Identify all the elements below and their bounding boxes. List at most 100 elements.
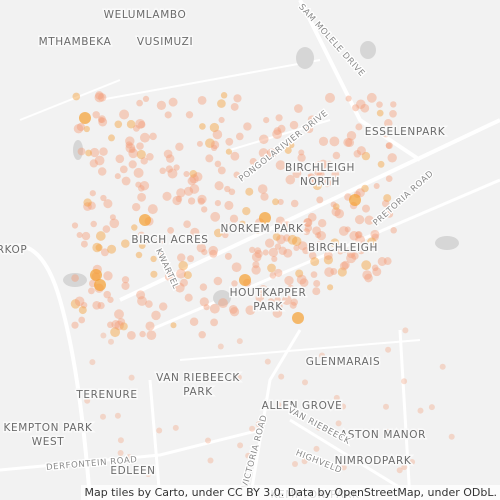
- place-label: NORKEM PARK: [221, 223, 304, 235]
- heat-point: [396, 467, 403, 474]
- heat-point: [143, 236, 151, 244]
- heat-point: [174, 282, 185, 293]
- heat-point: [140, 157, 148, 165]
- heat-point: [97, 93, 107, 102]
- heat-point: [92, 242, 102, 253]
- heat-point: [131, 224, 138, 231]
- heat-point: [210, 318, 219, 327]
- heat-point: [360, 103, 370, 113]
- heat-point: [245, 305, 256, 316]
- heat-point: [253, 225, 263, 234]
- heat-point: [301, 458, 308, 465]
- heat-point: [415, 429, 422, 436]
- heat-point: [121, 281, 130, 290]
- heat-point: [265, 238, 275, 248]
- heat-point: [339, 261, 349, 271]
- heat-point: [184, 293, 193, 302]
- heat-point: [180, 278, 188, 287]
- heat-point: [135, 118, 146, 129]
- heat-point: [291, 236, 302, 247]
- heat-points: [70, 91, 455, 477]
- heat-point: [77, 147, 86, 156]
- heat-point: [150, 270, 158, 278]
- heat-point: [385, 142, 392, 149]
- heat-point: [235, 132, 244, 141]
- heat-point: [231, 262, 242, 273]
- heat-point: [303, 218, 313, 228]
- heat-point: [361, 184, 369, 193]
- heat-point: [251, 265, 261, 275]
- heat-point: [205, 154, 214, 163]
- heat-point: [254, 249, 263, 259]
- place-label: HOUTKAPPER: [230, 287, 307, 299]
- heat-point: [128, 160, 137, 169]
- heat-point: [319, 352, 325, 359]
- heat-point: [145, 321, 155, 331]
- heat-point: [316, 230, 327, 241]
- heat-point: [366, 92, 377, 103]
- heat-point: [370, 229, 380, 239]
- heat-point: [341, 246, 348, 254]
- heat-point: [210, 144, 218, 152]
- heat-point: [384, 118, 393, 128]
- heat-point: [151, 310, 161, 321]
- heat-point: [245, 452, 252, 459]
- heat-point: [274, 296, 281, 304]
- heat-point: [218, 116, 225, 124]
- heat-point: [295, 162, 304, 170]
- heat-point: [109, 218, 120, 229]
- heat-point: [142, 95, 150, 103]
- place-label: WEST: [32, 436, 65, 448]
- heat-point: [199, 123, 206, 130]
- heat-point: [255, 421, 262, 428]
- heat-point: [159, 302, 168, 311]
- heat-point: [292, 169, 302, 178]
- heat-point: [313, 280, 321, 287]
- heat-point: [212, 129, 223, 140]
- heat-point: [132, 124, 140, 132]
- heat-point: [278, 373, 285, 380]
- heat-point: [147, 204, 158, 215]
- heat-point: [303, 218, 312, 227]
- heat-point: [89, 359, 96, 366]
- heat-point: [156, 427, 163, 434]
- heat-point: [199, 297, 209, 307]
- heat-point: [170, 322, 177, 329]
- heat-point: [249, 157, 257, 166]
- heat-point: [230, 151, 240, 161]
- heat-point: [214, 181, 224, 191]
- heat-point: [302, 247, 310, 255]
- heat-point: [376, 101, 383, 108]
- heat-point: [361, 260, 372, 271]
- heat-point: [271, 255, 278, 262]
- heat-point: [355, 230, 363, 239]
- heat-point: [209, 303, 220, 314]
- heat-point: [283, 234, 291, 242]
- heat-point: [155, 236, 164, 245]
- heat-point: [237, 442, 244, 449]
- place-label: GLENMARAIS: [306, 356, 381, 368]
- place-label: MTHAMBEKA: [39, 36, 112, 48]
- heat-point: [349, 231, 359, 241]
- heat-point: [176, 268, 186, 279]
- heat-point: [218, 298, 228, 309]
- heat-point: [305, 174, 315, 184]
- heat-point: [103, 290, 111, 299]
- heat-point: [135, 251, 143, 259]
- heat-point: [72, 92, 81, 101]
- heat-point: [98, 115, 106, 123]
- heat-point: [325, 92, 335, 103]
- heat-point: [133, 167, 144, 178]
- heat-point: [100, 248, 109, 257]
- heat-point: [344, 226, 351, 233]
- heat-point: [94, 155, 105, 166]
- heat-point: [272, 308, 283, 318]
- heat-point: [74, 296, 85, 307]
- heat-point: [114, 120, 123, 129]
- heat-point: [135, 181, 142, 188]
- heat-point: [278, 246, 287, 255]
- heat-point: [337, 248, 344, 255]
- heat-point: [314, 167, 323, 177]
- heat-point: [284, 275, 294, 286]
